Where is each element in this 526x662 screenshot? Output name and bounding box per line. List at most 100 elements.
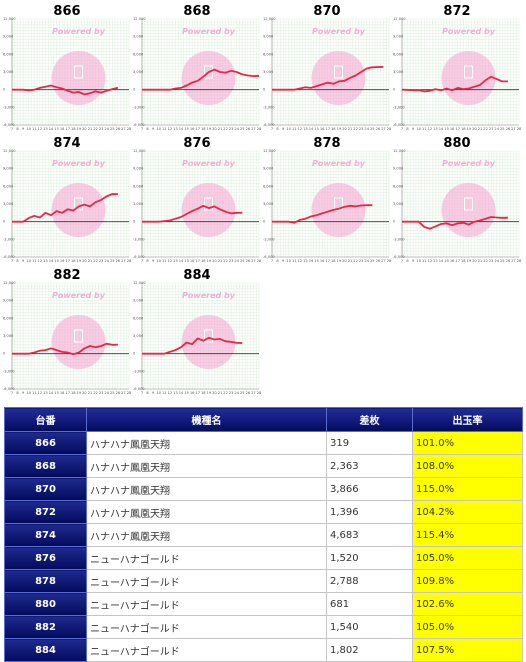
x-tick-label: 28 xyxy=(387,259,392,263)
payout-rate-cell: 107.5% xyxy=(412,638,523,662)
x-tick-label: 12 xyxy=(428,127,433,131)
y-tick-label: 9,000 xyxy=(133,167,144,171)
x-tick-label: 11 xyxy=(292,259,297,263)
x-tick-label: 21 xyxy=(88,127,93,131)
y-tick-label: 6,000 xyxy=(3,184,14,188)
y-tick-label: 3,000 xyxy=(263,70,274,74)
x-tick-label: 14 xyxy=(309,259,314,263)
x-tick-label: 15 xyxy=(184,391,189,395)
x-tick-label: 7 xyxy=(11,259,13,263)
x-tick-label: 15 xyxy=(54,127,59,131)
y-tick-label: 12,000 xyxy=(133,281,146,285)
x-tick-label: 13 xyxy=(303,127,308,131)
y-tick-label: -6,000 xyxy=(263,255,275,259)
table-row: 868 ハナハナ鳳凰天翔 2,363 108.0% xyxy=(4,454,523,478)
x-tick-label: 14 xyxy=(49,391,54,395)
series-line xyxy=(272,204,373,224)
y-tick-label: 9,000 xyxy=(3,299,14,303)
machine-number-cell: 882 xyxy=(4,615,87,639)
chart-svg: Powered by 12,000 9,000 6,000 3,000 0 -3,000 -6… xyxy=(393,17,522,131)
x-tick-label: 16 xyxy=(60,391,65,395)
table-row: 878 ニューハナゴールド 2,788 109.8% xyxy=(4,569,523,593)
x-tick-label: 7 xyxy=(141,259,143,263)
y-tick-label: 3,000 xyxy=(393,70,404,74)
y-tick-label: 3,000 xyxy=(133,202,144,206)
x-tick-label: 24 xyxy=(234,127,239,131)
x-tick-label: 20 xyxy=(82,127,87,131)
x-tick-label: 15 xyxy=(184,259,189,263)
machine-table: 台番 機種名 差枚 出玉率 866 ハナハナ鳳凰天翔 319 101.0% 868 ハナハ… xyxy=(4,407,523,662)
x-tick-label: 10 xyxy=(26,391,31,395)
y-tick-label: 12,000 xyxy=(133,149,146,153)
chart-svg: Powered by 12,000 9,000 6,000 3,000 0 -3,000 -6… xyxy=(263,17,392,131)
x-tick-label: 19 xyxy=(207,391,212,395)
x-tick-label: 28 xyxy=(127,391,132,395)
x-tick-label: 10 xyxy=(416,127,421,131)
x-tick-label: 17 xyxy=(65,391,70,395)
x-tick-label: 16 xyxy=(60,259,65,263)
model-name-cell: ニューハナゴールド xyxy=(86,615,327,639)
table-header-row: 台番 機種名 差枚 出玉率 xyxy=(4,407,523,432)
x-tick-label: 26 xyxy=(246,127,251,131)
x-tick-label: 20 xyxy=(212,391,217,395)
x-tick-label: 9 xyxy=(152,259,155,263)
x-tick-label: 12 xyxy=(38,391,43,395)
x-tick-label: 16 xyxy=(320,259,325,263)
table-row: 876 ニューハナゴールド 1,520 105.0% xyxy=(4,546,523,570)
machine-chart: Powered by 12,000 9,000 6,000 3,000 0 -3,000 -6… xyxy=(132,266,262,396)
model-name-cell: ハナハナ鳳凰天翔 xyxy=(86,500,327,524)
model-name-cell: ハナハナ鳳凰天翔 xyxy=(86,431,327,455)
x-tick-label: 16 xyxy=(190,127,195,131)
y-tick-label: 12,000 xyxy=(3,281,16,285)
machine-number-cell: 868 xyxy=(4,454,87,478)
x-tick-label: 7 xyxy=(401,259,403,263)
x-tick-label: 22 xyxy=(223,259,228,263)
x-tick-label: 13 xyxy=(43,127,48,131)
x-tick-label: 15 xyxy=(314,259,319,263)
x-tick-label: 19 xyxy=(77,127,82,131)
x-tick-label: 8 xyxy=(276,259,279,263)
x-tick-label: 18 xyxy=(201,259,206,263)
y-tick-label: -6,000 xyxy=(3,123,15,127)
header-machine-number: 台番 xyxy=(4,407,87,432)
x-tick-label: 22 xyxy=(353,127,358,131)
x-tick-label: 13 xyxy=(173,259,178,263)
chart-svg: Powered by 12,000 9,000 6,000 3,000 0 -3,000 -6… xyxy=(393,149,522,263)
x-tick-label: 24 xyxy=(104,127,109,131)
table-row: 874 ハナハナ鳳凰天翔 4,683 115.4% xyxy=(4,523,523,547)
machine-number-cell: 874 xyxy=(4,523,87,547)
y-tick-label: 3,000 xyxy=(3,70,14,74)
x-tick-label: 26 xyxy=(506,259,511,263)
x-tick-label: 22 xyxy=(93,391,98,395)
y-tick-label: 9,000 xyxy=(3,167,14,171)
y-tick-label: 6,000 xyxy=(3,52,14,56)
payout-rate-cell: 115.0% xyxy=(412,477,523,501)
x-tick-label: 11 xyxy=(162,127,167,131)
x-tick-label: 9 xyxy=(22,127,25,131)
x-tick-label: 17 xyxy=(65,127,70,131)
x-tick-label: 14 xyxy=(49,127,54,131)
x-tick-label: 14 xyxy=(179,391,184,395)
difference-cell: 4,683 xyxy=(326,523,413,547)
x-tick-label: 12 xyxy=(38,259,43,263)
x-tick-label: 19 xyxy=(467,259,472,263)
x-tick-label: 20 xyxy=(212,259,217,263)
x-tick-label: 11 xyxy=(292,127,297,131)
x-tick-label: 10 xyxy=(156,127,161,131)
x-tick-label: 23 xyxy=(359,259,364,263)
y-tick-label: -6,000 xyxy=(263,123,275,127)
x-tick-label: 21 xyxy=(218,391,223,395)
x-tick-label: 16 xyxy=(320,127,325,131)
x-tick-label: 17 xyxy=(195,259,200,263)
x-tick-label: 18 xyxy=(71,259,76,263)
y-tick-label: 0 xyxy=(263,220,266,224)
y-tick-label: -3,000 xyxy=(3,105,15,109)
y-tick-label: -6,000 xyxy=(133,123,145,127)
watermark-logo-icon xyxy=(334,197,343,211)
x-tick-label: 9 xyxy=(22,259,25,263)
x-tick-label: 15 xyxy=(54,391,59,395)
y-tick-label: 0 xyxy=(3,220,6,224)
payout-rate-cell: 105.0% xyxy=(412,546,523,570)
x-tick-label: 12 xyxy=(298,259,303,263)
header-difference: 差枚 xyxy=(326,407,413,432)
